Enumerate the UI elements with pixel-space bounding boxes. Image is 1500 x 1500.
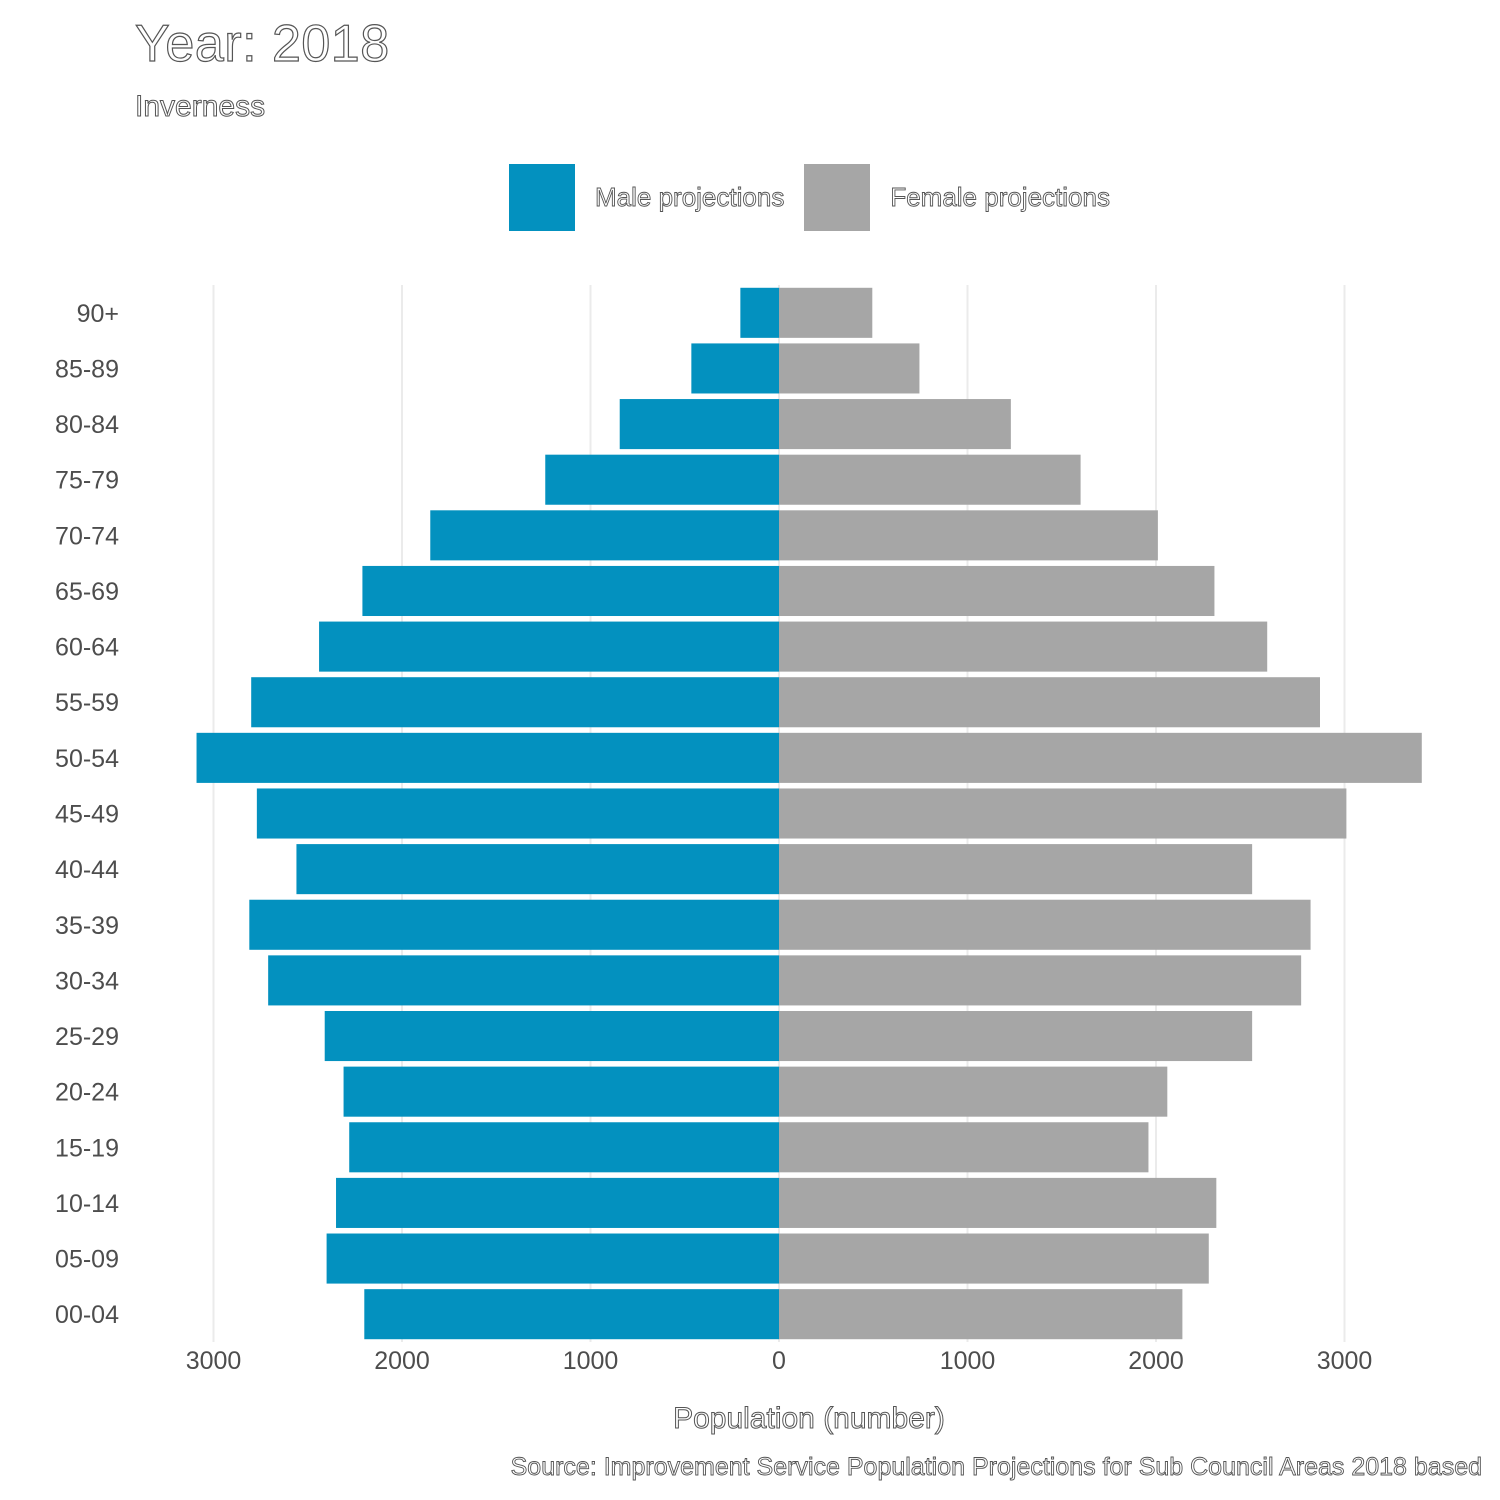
male-bar-10-14	[336, 1177, 779, 1228]
y-tick-label: 90+	[77, 300, 119, 328]
male-bar-40-44	[296, 844, 779, 895]
female-bar-25-29	[779, 1010, 1253, 1062]
chart-subtitle: Inverness	[134, 90, 266, 124]
female-bar-15-19	[779, 1122, 1149, 1173]
bars	[196, 287, 1422, 1340]
male-bar-45-49	[256, 788, 780, 839]
legend-label-male: Male projections	[595, 182, 785, 213]
y-tick-label: 55-59	[55, 689, 119, 717]
x-tick-label: 3000	[186, 1347, 242, 1375]
source-note: Source: Improvement Service Population P…	[510, 1453, 1482, 1482]
female-bar-50-54	[779, 732, 1422, 783]
y-tick-label: 20-24	[55, 1079, 119, 1107]
female-bar-20-24	[779, 1066, 1168, 1117]
female-bar-75-79	[779, 454, 1081, 505]
y-tick-label: 35-39	[55, 912, 119, 940]
female-bar-05-09	[779, 1233, 1209, 1284]
x-tick-label: 2000	[374, 1347, 430, 1375]
legend-item-male: Male projections	[509, 164, 785, 231]
legend-item-female: Female projections	[804, 164, 1110, 231]
female-bar-10-14	[779, 1177, 1217, 1228]
x-axis-labels: 3000 2000 1000 0 1000 2000 3000	[186, 1347, 1373, 1375]
y-tick-label: 05-09	[55, 1246, 119, 1274]
male-bar-15-19	[349, 1122, 779, 1173]
male-bar-20-24	[343, 1066, 779, 1117]
y-tick-label: 00-04	[55, 1301, 119, 1329]
female-bar-00-04	[779, 1289, 1183, 1340]
male-bar-70-74	[430, 510, 779, 561]
female-bar-85-89	[779, 343, 920, 394]
male-bar-75-79	[545, 454, 779, 505]
female-bar-45-49	[779, 788, 1347, 839]
male-bar-85-89	[691, 343, 779, 394]
y-tick-label: 10-14	[55, 1190, 119, 1218]
legend-swatch-female	[804, 164, 871, 231]
legend-swatch-male	[509, 164, 575, 231]
x-tick-label: 1000	[563, 1347, 619, 1375]
male-bar-35-39	[249, 899, 779, 950]
y-tick-label: 80-84	[55, 411, 119, 439]
y-tick-label: 50-54	[55, 745, 119, 773]
female-bar-30-34	[779, 955, 1302, 1006]
chart-title: Year: 2018	[134, 14, 390, 73]
x-tick-label: 1000	[940, 1347, 996, 1375]
y-tick-label: 60-64	[55, 634, 119, 662]
y-axis-labels: 90+ 85-89 80-84 75-79 70-74 65-69 60-64 55-59 50…	[55, 300, 119, 1329]
male-bar-80-84	[619, 399, 779, 450]
x-tick-label: 3000	[1317, 1347, 1373, 1375]
y-tick-label: 30-34	[55, 967, 119, 995]
male-bar-55-59	[251, 677, 779, 728]
female-bar-65-69	[779, 565, 1215, 617]
y-tick-label: 25-29	[55, 1023, 119, 1051]
x-tick-label: 0	[772, 1347, 786, 1375]
male-bar-90+	[740, 287, 779, 338]
y-tick-label: 65-69	[55, 578, 119, 606]
x-tick-label: 2000	[1128, 1347, 1184, 1375]
female-bar-40-44	[779, 844, 1253, 895]
legend-label-female: Female projections	[890, 182, 1111, 213]
male-bar-05-09	[326, 1233, 779, 1284]
female-bar-90+	[779, 287, 873, 338]
female-bar-60-64	[779, 621, 1268, 672]
male-bar-60-64	[319, 621, 779, 672]
female-bar-35-39	[779, 899, 1311, 950]
y-tick-label: 85-89	[55, 355, 119, 383]
female-bar-70-74	[779, 510, 1158, 561]
male-bar-65-69	[362, 565, 779, 617]
female-bar-80-84	[779, 399, 1011, 450]
y-tick-label: 40-44	[55, 856, 119, 884]
y-tick-label: 70-74	[55, 522, 119, 550]
male-bar-25-29	[324, 1010, 779, 1062]
male-bar-50-54	[196, 732, 779, 783]
male-bar-00-04	[364, 1289, 779, 1340]
male-bar-30-34	[268, 955, 779, 1006]
y-tick-label: 75-79	[55, 467, 119, 495]
female-bar-55-59	[779, 677, 1320, 728]
legend: Male projections Female projections	[509, 164, 1130, 231]
x-axis-title: Population (number)	[673, 1402, 945, 1435]
y-tick-label: 45-49	[55, 801, 119, 829]
y-tick-label: 15-19	[55, 1134, 119, 1162]
